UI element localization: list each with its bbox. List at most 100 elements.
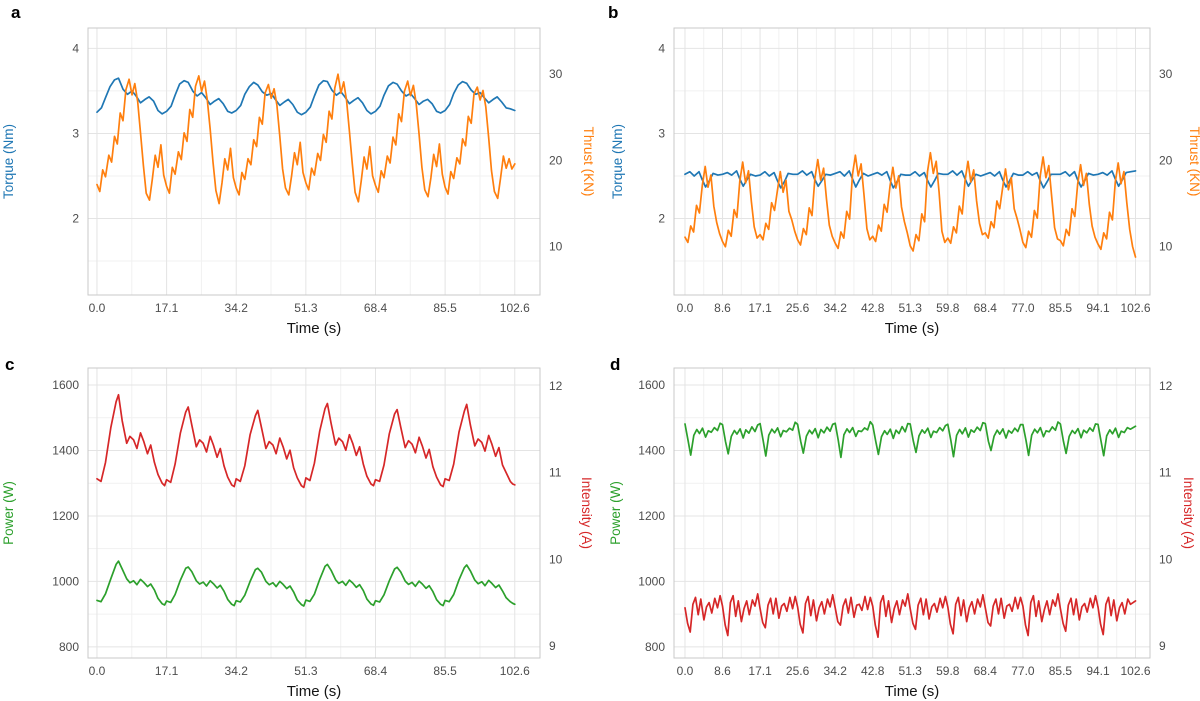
left-axis-tick-label: 800 xyxy=(645,640,665,654)
panel-d: d 0.0 8.6 17.1 25.6 34.2 42.8 51.3 59.8 68.4 77.0… xyxy=(600,350,1200,701)
plot-panel-border xyxy=(87,27,541,296)
series-line-intensity xyxy=(96,393,516,489)
left-axis-tick-label: 1000 xyxy=(638,574,665,588)
x-tick-label: 25.6 xyxy=(786,664,810,678)
x-tick-label: 25.6 xyxy=(786,301,810,315)
x-axis-title: Time (s) xyxy=(287,320,341,337)
left-axis-title: Torque (Nm) xyxy=(610,124,625,199)
x-axis-title: Time (s) xyxy=(287,683,341,700)
series-line-intensity xyxy=(684,593,1137,639)
panel-d-plot: 0.0 8.6 17.1 25.6 34.2 42.8 51.3 59.8 68.4 77.0 85… xyxy=(608,367,1196,700)
right-axis-tick-label: 11 xyxy=(549,466,562,480)
plot-panel-border xyxy=(87,367,541,659)
right-axis-tick-label: 10 xyxy=(549,552,563,566)
x-tick-label: 17.1 xyxy=(155,301,179,315)
x-tick-label: 102.6 xyxy=(500,301,530,315)
x-tick-label: 34.2 xyxy=(225,301,249,315)
panel-label-a: a xyxy=(11,3,21,22)
left-axis-tick-label: 2 xyxy=(72,211,79,225)
plot-panel-border xyxy=(673,27,1151,296)
right-axis-tick-label: 10 xyxy=(1159,240,1173,254)
x-tick-label: 8.6 xyxy=(714,301,731,315)
x-tick-label: 85.5 xyxy=(1049,664,1073,678)
x-tick-label: 0.0 xyxy=(677,664,694,678)
panel-c: c 0.0 17.1 34.2 51.3 68.4 85.5 102.6 800 1000 120… xyxy=(0,350,600,701)
right-axis-tick-label: 12 xyxy=(1159,379,1173,393)
x-tick-label: 34.2 xyxy=(824,664,848,678)
left-axis-tick-label: 1600 xyxy=(52,378,79,392)
x-axis-title: Time (s) xyxy=(885,683,939,700)
x-tick-label: 34.2 xyxy=(225,664,249,678)
right-axis-title: Thrust (KN) xyxy=(581,127,596,197)
x-axis-title: Time (s) xyxy=(885,320,939,337)
x-tick-label: 94.1 xyxy=(1086,664,1110,678)
x-tick-label: 42.8 xyxy=(861,301,885,315)
panel-c-plot: 0.0 17.1 34.2 51.3 68.4 85.5 102.6 800 1000 1200 1… xyxy=(1,367,594,700)
x-tick-label: 17.1 xyxy=(155,664,179,678)
right-axis-tick-label: 10 xyxy=(1159,552,1173,566)
left-axis-tick-label: 4 xyxy=(72,41,79,55)
series-line-power xyxy=(684,420,1137,459)
right-axis-tick-label: 9 xyxy=(1159,639,1166,653)
x-tick-label: 68.4 xyxy=(974,301,998,315)
right-axis-tick-label: 20 xyxy=(1159,153,1173,167)
x-tick-label: 102.6 xyxy=(1120,664,1150,678)
right-axis-tick-label: 11 xyxy=(1159,466,1172,480)
series-line-thrust xyxy=(96,73,516,205)
right-axis-tick-label: 30 xyxy=(549,67,563,81)
x-tick-label: 51.3 xyxy=(294,664,318,678)
panel-b: b 0.0 8.6 17.1 25.6 34.2 42.8 51.3 59.8 68.4 77.0… xyxy=(600,0,1200,350)
left-axis-tick-label: 1400 xyxy=(638,443,665,457)
x-tick-label: 77.0 xyxy=(1011,664,1035,678)
x-tick-label: 42.8 xyxy=(861,664,885,678)
series-line-power xyxy=(96,560,516,607)
left-axis-tick-label: 2 xyxy=(658,211,665,225)
x-tick-label: 51.3 xyxy=(899,664,923,678)
right-axis-tick-label: 12 xyxy=(549,379,563,393)
left-axis-tick-label: 800 xyxy=(59,640,79,654)
x-tick-label: 94.1 xyxy=(1086,301,1110,315)
x-tick-label: 102.6 xyxy=(500,664,530,678)
panel-label-c: c xyxy=(5,355,15,374)
x-tick-label: 34.2 xyxy=(824,301,848,315)
right-axis-title: Intensity (A) xyxy=(1181,477,1196,549)
right-axis-tick-label: 10 xyxy=(549,240,563,254)
plot-panel-border xyxy=(673,367,1151,659)
x-tick-label: 59.8 xyxy=(936,664,960,678)
left-axis-tick-label: 1000 xyxy=(52,574,79,588)
panel-a-plot: 0.0 17.1 34.2 51.3 68.4 85.5 102.6 2 3 4 10 20 30 Tor… xyxy=(1,27,596,337)
right-axis-tick-label: 20 xyxy=(549,153,563,167)
x-tick-label: 8.6 xyxy=(714,664,731,678)
right-axis-title: Intensity (A) xyxy=(579,477,594,549)
series-line-torque xyxy=(684,170,1137,189)
series-line-thrust xyxy=(684,151,1137,258)
x-tick-label: 102.6 xyxy=(1120,301,1150,315)
right-axis-tick-label: 30 xyxy=(1159,67,1173,81)
x-tick-label: 17.1 xyxy=(748,664,772,678)
right-axis-title: Thrust (KN) xyxy=(1187,127,1200,197)
left-axis-tick-label: 4 xyxy=(658,41,665,55)
x-tick-label: 77.0 xyxy=(1011,301,1035,315)
left-axis-title: Power (W) xyxy=(608,481,623,545)
x-tick-label: 85.5 xyxy=(433,301,457,315)
x-tick-label: 59.8 xyxy=(936,301,960,315)
panel-label-b: b xyxy=(608,3,619,22)
x-tick-label: 0.0 xyxy=(89,664,106,678)
x-tick-label: 0.0 xyxy=(89,301,106,315)
x-tick-label: 17.1 xyxy=(748,301,772,315)
x-tick-label: 85.5 xyxy=(433,664,457,678)
x-tick-label: 85.5 xyxy=(1049,301,1073,315)
left-axis-title: Torque (Nm) xyxy=(1,124,16,199)
left-axis-tick-label: 3 xyxy=(658,126,665,140)
x-tick-label: 51.3 xyxy=(899,301,923,315)
left-axis-tick-label: 3 xyxy=(72,126,79,140)
x-tick-label: 68.4 xyxy=(364,301,388,315)
x-tick-label: 68.4 xyxy=(974,664,998,678)
left-axis-tick-label: 1600 xyxy=(638,378,665,392)
series-line-torque xyxy=(96,77,516,116)
panel-b-plot: 0.0 8.6 17.1 25.6 34.2 42.8 51.3 59.8 68.4 77.0 85… xyxy=(610,27,1200,337)
x-tick-label: 51.3 xyxy=(294,301,318,315)
x-tick-label: 0.0 xyxy=(677,301,694,315)
left-axis-tick-label: 1400 xyxy=(52,443,79,457)
